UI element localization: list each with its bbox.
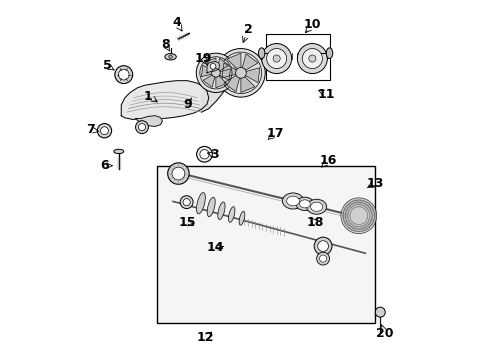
Bar: [157, 166, 374, 323]
Circle shape: [297, 44, 326, 73]
Polygon shape: [222, 63, 236, 78]
Circle shape: [302, 49, 322, 68]
Circle shape: [138, 123, 145, 131]
Ellipse shape: [306, 199, 326, 214]
Polygon shape: [224, 76, 239, 92]
Circle shape: [101, 127, 108, 135]
Polygon shape: [216, 76, 226, 88]
Text: 3: 3: [209, 148, 218, 162]
Ellipse shape: [114, 149, 123, 154]
Circle shape: [200, 150, 209, 159]
Circle shape: [183, 199, 190, 206]
Circle shape: [343, 200, 374, 231]
Polygon shape: [203, 75, 214, 87]
Circle shape: [340, 198, 376, 234]
Text: 8: 8: [161, 38, 169, 51]
Polygon shape: [245, 68, 260, 83]
Text: 1: 1: [143, 90, 152, 103]
Circle shape: [272, 55, 280, 62]
Text: 13: 13: [366, 177, 383, 190]
Circle shape: [319, 255, 326, 262]
Polygon shape: [219, 69, 230, 80]
Bar: [265, 33, 329, 80]
Text: 20: 20: [375, 327, 392, 340]
Circle shape: [261, 44, 291, 73]
Ellipse shape: [286, 196, 299, 206]
Polygon shape: [201, 65, 212, 77]
Text: 4: 4: [172, 16, 181, 29]
Ellipse shape: [258, 48, 264, 59]
Ellipse shape: [325, 48, 332, 59]
Circle shape: [313, 237, 331, 255]
Circle shape: [118, 69, 129, 80]
Ellipse shape: [196, 193, 205, 214]
Ellipse shape: [239, 211, 244, 225]
Text: 14: 14: [206, 241, 224, 255]
Polygon shape: [205, 58, 216, 70]
Circle shape: [345, 202, 371, 229]
Ellipse shape: [228, 207, 234, 222]
Ellipse shape: [310, 202, 322, 211]
Polygon shape: [135, 116, 162, 126]
Polygon shape: [241, 77, 254, 93]
Circle shape: [97, 123, 111, 138]
Text: 15: 15: [178, 216, 196, 229]
Polygon shape: [201, 68, 226, 112]
Circle shape: [216, 49, 264, 97]
Circle shape: [168, 55, 172, 59]
Polygon shape: [217, 58, 228, 71]
Text: 12: 12: [196, 332, 214, 345]
Polygon shape: [226, 53, 241, 69]
Text: 16: 16: [319, 154, 336, 167]
Circle shape: [316, 252, 329, 265]
Text: 2: 2: [243, 23, 252, 36]
Polygon shape: [121, 81, 208, 120]
Circle shape: [115, 66, 132, 84]
Ellipse shape: [299, 200, 309, 208]
Polygon shape: [206, 62, 219, 73]
Text: 18: 18: [306, 216, 323, 229]
Text: 9: 9: [183, 99, 191, 112]
Ellipse shape: [217, 202, 224, 220]
Circle shape: [374, 307, 385, 317]
Text: 5: 5: [102, 59, 111, 72]
Circle shape: [196, 147, 212, 162]
Circle shape: [211, 68, 220, 77]
Text: 10: 10: [303, 18, 321, 31]
Circle shape: [210, 64, 216, 69]
Text: 6: 6: [100, 159, 108, 172]
Ellipse shape: [164, 54, 176, 60]
Ellipse shape: [295, 197, 313, 211]
Text: 11: 11: [317, 88, 335, 101]
Text: 19: 19: [194, 52, 212, 65]
Ellipse shape: [207, 197, 215, 217]
Circle shape: [308, 55, 315, 62]
Text: 7: 7: [86, 123, 95, 136]
Circle shape: [347, 204, 369, 227]
Circle shape: [349, 207, 367, 225]
Polygon shape: [242, 54, 257, 70]
Circle shape: [266, 49, 286, 68]
Circle shape: [317, 241, 328, 251]
Circle shape: [167, 163, 189, 184]
Ellipse shape: [282, 193, 303, 209]
Circle shape: [235, 67, 246, 78]
Circle shape: [172, 167, 184, 180]
Circle shape: [180, 196, 193, 208]
Text: 17: 17: [265, 127, 283, 140]
Circle shape: [196, 53, 235, 93]
Circle shape: [135, 121, 148, 134]
